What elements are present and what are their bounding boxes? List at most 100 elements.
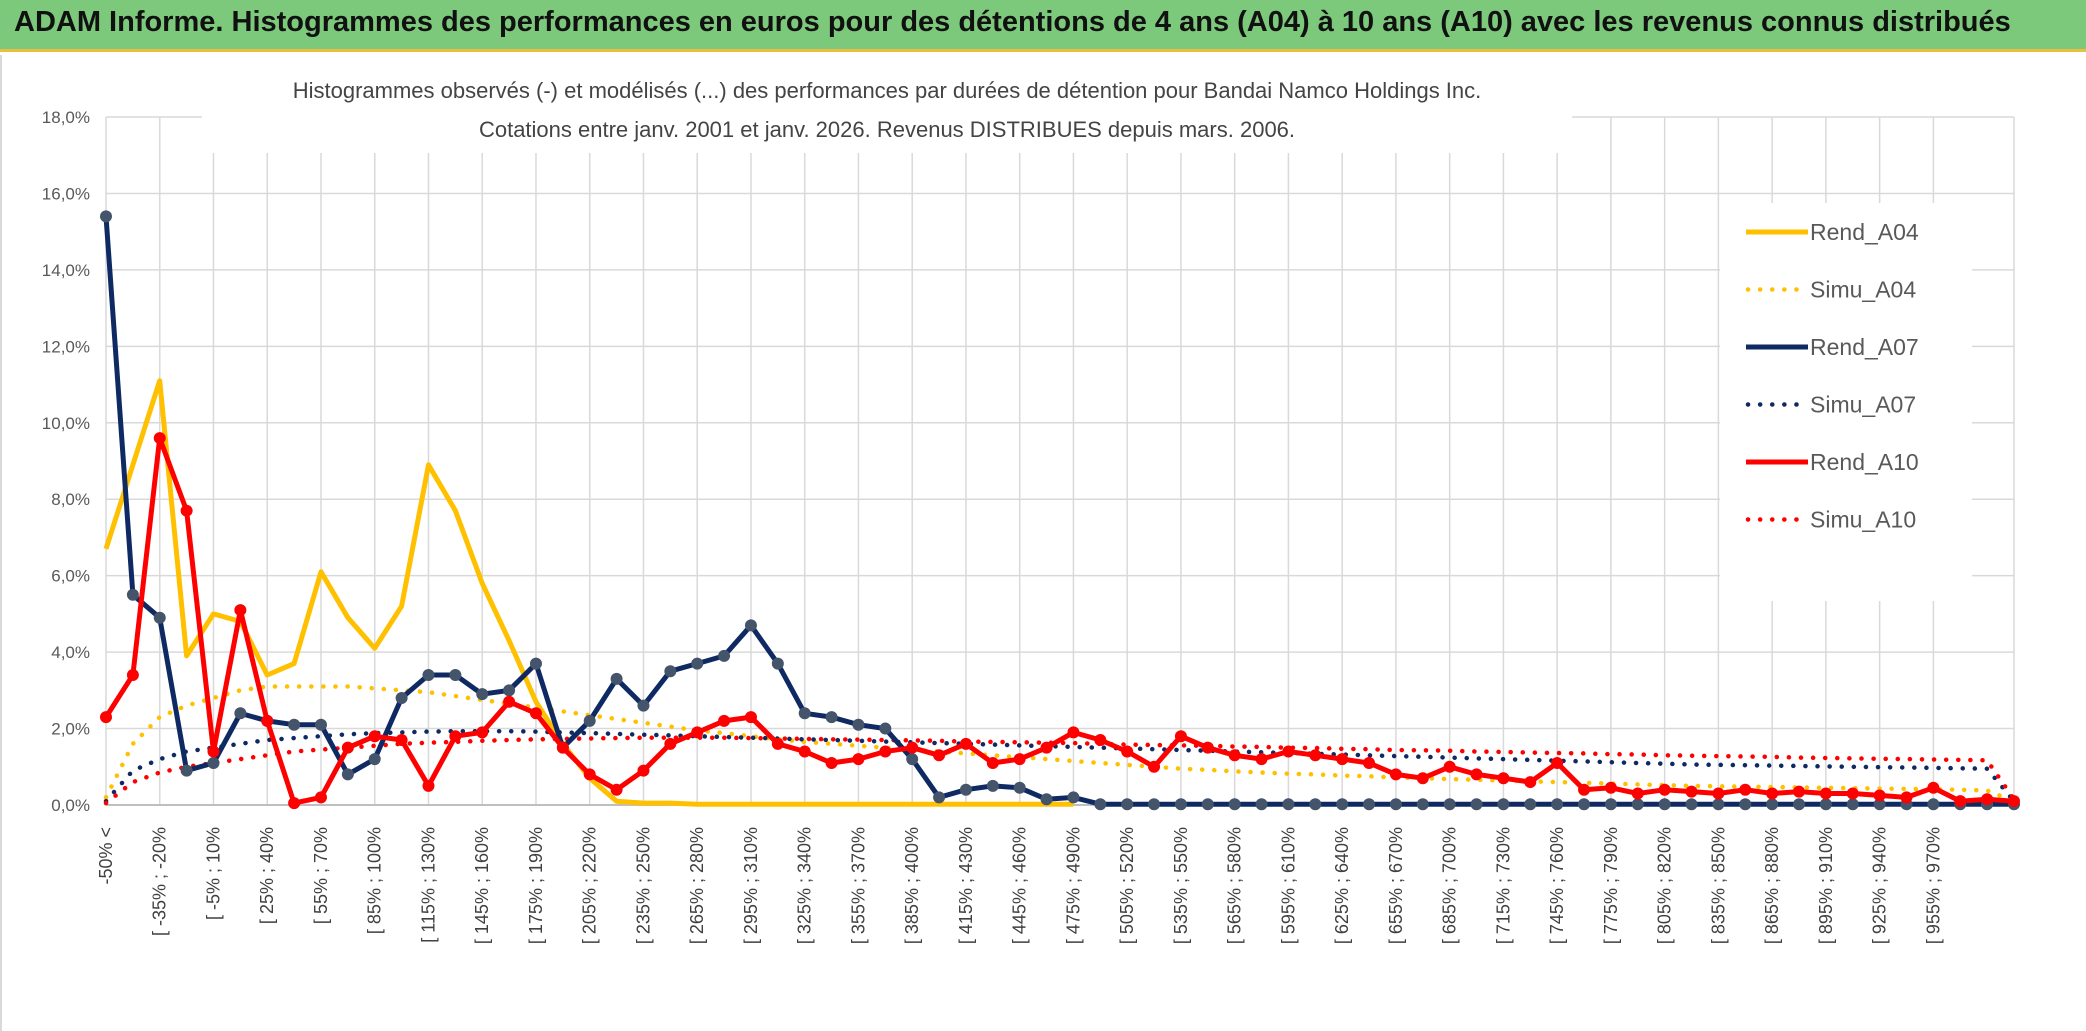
data-point-rend_a07 [1443, 798, 1456, 811]
x-tick-label: [ 25% ; 40% [257, 827, 277, 924]
data-point-rend_a10 [933, 749, 946, 762]
data-point-rend_a10 [1389, 768, 1402, 781]
data-point-rend_a10 [1658, 783, 1671, 796]
data-point-rend_a10 [288, 797, 301, 810]
data-point-rend_a07 [100, 210, 112, 223]
x-tick-label: [ 175% ; 190% [526, 827, 546, 944]
data-point-rend_a10 [1174, 730, 1187, 743]
data-point-rend_a10 [1067, 726, 1080, 739]
data-point-rend_a07 [664, 665, 677, 678]
data-point-rend_a07 [422, 669, 435, 682]
data-point-rend_a10 [1255, 753, 1268, 766]
data-point-rend_a10 [1739, 783, 1752, 796]
series-line-simu_a07 [103, 728, 2017, 804]
data-point-rend_a10 [744, 711, 757, 724]
data-point-rend_a10 [153, 432, 166, 445]
data-point-rend_a10 [529, 707, 542, 720]
data-point-rend_a07 [1282, 798, 1295, 811]
data-point-rend_a10 [126, 669, 139, 682]
data-point-rend_a07 [1470, 798, 1483, 811]
data-point-rend_a10 [449, 730, 462, 743]
data-point-rend_a10 [1927, 781, 1940, 794]
x-tick-label: [ 415% ; 430% [956, 827, 976, 944]
legend-label-rend_a10: Rend_A10 [1810, 449, 1919, 475]
data-point-rend_a07 [583, 714, 596, 727]
data-point-rend_a10 [906, 741, 919, 754]
data-point-rend_a10 [1819, 787, 1832, 800]
data-point-rend_a07 [1389, 798, 1402, 811]
data-point-rend_a10 [1793, 785, 1806, 798]
series-line-simu_a10 [103, 735, 2017, 806]
data-point-rend_a10 [1551, 756, 1564, 769]
data-point-rend_a07 [1631, 798, 1644, 811]
x-tick-label: [ 895% ; 910% [1816, 827, 1836, 944]
data-point-rend_a10 [1282, 745, 1295, 758]
data-point-rend_a10 [798, 745, 811, 758]
legend-label-rend_a04: Rend_A04 [1810, 219, 1919, 245]
data-point-rend_a10 [986, 756, 999, 769]
data-point-rend_a10 [771, 737, 784, 750]
x-tick-label: [ 805% ; 820% [1655, 827, 1675, 944]
data-point-rend_a07 [825, 711, 838, 724]
data-point-rend_a10 [476, 726, 489, 739]
data-point-rend_a10 [1013, 753, 1026, 766]
data-point-rend_a07 [341, 768, 354, 781]
x-tick-label: [ 835% ; 850% [1708, 827, 1728, 944]
data-point-rend_a07 [207, 756, 220, 769]
data-point-rend_a10 [1900, 791, 1913, 804]
x-tick-label: [ 235% ; 250% [633, 827, 653, 944]
data-point-rend_a07 [1604, 798, 1617, 811]
data-point-rend_a10 [395, 734, 408, 747]
data-point-rend_a07 [1228, 798, 1241, 811]
y-tick-label: 12,0% [42, 337, 90, 356]
data-point-rend_a07 [234, 707, 247, 720]
data-point-rend_a10 [314, 791, 327, 804]
x-tick-label: [ 565% ; 580% [1225, 827, 1245, 944]
performance-histogram-chart: 0,0% 2,0% 4,0% 6,0% 8,0% 10,0% 12,0% 14,0% 16,0%… [42, 57, 2020, 944]
data-point-rend_a10 [2008, 795, 2020, 808]
data-point-rend_a07 [1578, 798, 1591, 811]
x-tick-label: [ 115% ; 130% [418, 827, 438, 943]
legend-label-rend_a07: Rend_A07 [1810, 334, 1919, 360]
data-point-rend_a07 [637, 699, 650, 712]
data-point-rend_a07 [1255, 798, 1268, 811]
data-point-rend_a10 [1846, 787, 1859, 800]
data-point-rend_a07 [933, 791, 946, 804]
data-point-rend_a07 [1416, 798, 1429, 811]
data-point-rend_a10 [100, 711, 112, 724]
legend-label-simu_a10: Simu_A10 [1810, 507, 1916, 533]
x-tick-label: [ 655% ; 670% [1386, 827, 1406, 944]
data-point-rend_a07 [476, 688, 489, 701]
report-banner: ADAM Informe. Histogrammes des performan… [0, 0, 2086, 52]
data-point-rend_a07 [1739, 798, 1752, 811]
data-point-rend_a10 [556, 741, 569, 754]
x-tick-label: [ 925% ; 940% [1870, 827, 1890, 944]
grid-lines [105, 116, 2015, 806]
y-tick-label: 16,0% [42, 184, 90, 203]
y-tick-label: 2,0% [51, 720, 90, 739]
data-point-rend_a07 [610, 672, 623, 685]
data-point-rend_a10 [1443, 760, 1456, 773]
data-point-rend_a10 [1201, 741, 1214, 754]
axes: 0,0% 2,0% 4,0% 6,0% 8,0% 10,0% 12,0% 14,0% 16,0%… [42, 108, 2014, 944]
data-point-rend_a10 [1954, 795, 1967, 808]
data-point-rend_a10 [1981, 793, 1994, 806]
data-point-rend_a10 [1578, 783, 1591, 796]
series-lines [100, 210, 2020, 811]
data-point-rend_a10 [422, 779, 435, 792]
data-point-rend_a07 [1363, 798, 1376, 811]
data-point-rend_a07 [368, 753, 381, 766]
data-point-rend_a10 [1148, 760, 1161, 773]
y-tick-label: 14,0% [42, 261, 90, 280]
chart-title: Histogrammes observés (-) et modélisés (… [293, 78, 1482, 103]
x-tick-label: [ 595% ; 610% [1278, 827, 1298, 944]
data-point-rend_a07 [1685, 798, 1698, 811]
data-point-rend_a07 [1819, 798, 1832, 811]
data-point-rend_a10 [1873, 789, 1886, 802]
chart-title-block: Histogrammes observés (-) et modélisés (… [202, 57, 1572, 153]
data-point-rend_a07 [879, 722, 892, 735]
data-point-rend_a07 [1201, 798, 1214, 811]
x-tick-label: [ 205% ; 220% [580, 827, 600, 944]
data-point-rend_a07 [1336, 798, 1349, 811]
series-line-simu_a04 [103, 684, 2017, 804]
